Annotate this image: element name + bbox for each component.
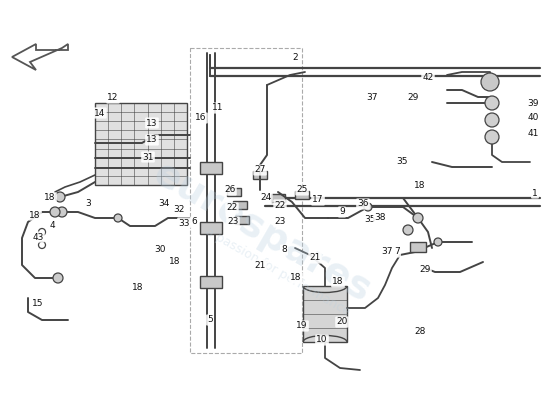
Text: 31: 31	[142, 152, 154, 162]
Polygon shape	[12, 44, 68, 70]
Text: 20: 20	[336, 318, 348, 326]
Text: 5: 5	[207, 316, 213, 324]
Text: 18: 18	[29, 210, 41, 220]
Text: 19: 19	[296, 322, 308, 330]
Text: 35: 35	[396, 158, 408, 166]
Text: 22: 22	[274, 200, 285, 210]
Text: 15: 15	[32, 298, 44, 308]
Circle shape	[485, 130, 499, 144]
Circle shape	[50, 207, 60, 217]
Text: 37: 37	[366, 94, 378, 102]
Text: 1: 1	[532, 188, 538, 198]
Text: 14: 14	[94, 108, 106, 118]
Text: 17: 17	[312, 196, 324, 204]
Text: 18: 18	[332, 278, 344, 286]
Bar	[227, 188, 241, 196]
Text: 9: 9	[339, 208, 345, 216]
Bar	[190, 48, 302, 353]
Circle shape	[485, 96, 499, 110]
Text: 4: 4	[49, 220, 55, 230]
Text: 39: 39	[527, 98, 539, 108]
Text: 6: 6	[191, 218, 197, 226]
Text: 8: 8	[281, 246, 287, 254]
Text: 37: 37	[381, 248, 393, 256]
Text: 18: 18	[414, 182, 426, 190]
Circle shape	[53, 273, 63, 283]
Bar	[235, 216, 249, 224]
Text: 36: 36	[358, 200, 368, 208]
Text: 30: 30	[154, 246, 166, 254]
Circle shape	[481, 73, 499, 91]
Text: 13: 13	[146, 136, 158, 144]
Bar	[295, 191, 309, 199]
Bar	[303, 286, 347, 342]
Circle shape	[57, 207, 67, 217]
Text: 21: 21	[309, 254, 321, 262]
Bar	[95, 103, 187, 185]
Circle shape	[485, 113, 499, 127]
Text: 13: 13	[146, 118, 158, 128]
Text: 24: 24	[260, 194, 272, 202]
Text: 12: 12	[107, 94, 119, 102]
Bar	[200, 276, 222, 288]
Text: 40: 40	[527, 114, 538, 122]
Circle shape	[39, 242, 46, 248]
Text: 10: 10	[316, 336, 328, 344]
Text: 42: 42	[422, 72, 433, 82]
Circle shape	[39, 228, 46, 236]
Text: 33: 33	[178, 218, 190, 228]
Bar	[271, 194, 285, 202]
Text: 25: 25	[296, 186, 307, 194]
Text: 18: 18	[290, 274, 302, 282]
Text: 22: 22	[227, 204, 238, 212]
Text: a passion for performance: a passion for performance	[204, 225, 353, 319]
Bar	[200, 222, 222, 234]
Text: eurospares: eurospares	[146, 154, 378, 310]
Text: 23: 23	[274, 218, 285, 226]
Text: 29: 29	[419, 266, 431, 274]
Text: 3: 3	[85, 200, 91, 208]
Text: 34: 34	[158, 198, 170, 208]
Text: 32: 32	[173, 206, 185, 214]
Text: 21: 21	[254, 260, 266, 270]
Circle shape	[434, 238, 442, 246]
Bar	[233, 201, 247, 209]
Text: 43: 43	[32, 232, 43, 242]
Text: 23: 23	[227, 218, 239, 226]
Text: 28: 28	[414, 328, 426, 336]
Text: 18: 18	[44, 194, 56, 202]
Circle shape	[55, 192, 65, 202]
Text: 38: 38	[374, 212, 386, 222]
Text: 41: 41	[527, 128, 538, 138]
Bar	[200, 162, 222, 174]
Text: 11: 11	[212, 104, 224, 112]
Circle shape	[403, 225, 413, 235]
Text: 29: 29	[408, 94, 419, 102]
Text: 7: 7	[394, 248, 400, 256]
Text: 16: 16	[195, 114, 207, 122]
Circle shape	[114, 214, 122, 222]
Text: 18: 18	[132, 282, 144, 292]
Text: 18: 18	[169, 258, 181, 266]
Text: 27: 27	[254, 166, 266, 174]
Text: 26: 26	[224, 186, 236, 194]
Text: 2: 2	[292, 54, 298, 62]
Bar	[253, 171, 267, 179]
Circle shape	[413, 213, 423, 223]
Text: 35: 35	[364, 216, 376, 224]
Bar	[410, 242, 426, 252]
Circle shape	[364, 203, 372, 211]
